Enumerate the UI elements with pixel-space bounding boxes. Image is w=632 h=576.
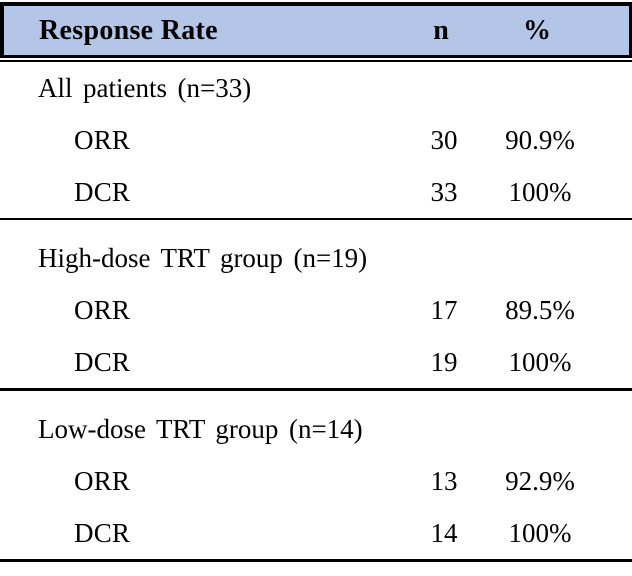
header-n: n — [433, 14, 449, 46]
table-row-dcr: DCR 14 100% — [0, 507, 632, 559]
group-label: All patients (n=33) — [38, 72, 252, 103]
percent-value: 92.9% — [505, 465, 575, 496]
measure-label: DCR — [74, 517, 131, 548]
measure-label: DCR — [74, 346, 131, 377]
n-value: 30 — [430, 124, 458, 155]
table-row-orr: ORR 13 92.9% — [0, 455, 632, 507]
group-label-row: Low-dose TRT group (n=14) — [0, 403, 632, 455]
header-percent: % — [523, 14, 551, 46]
measure-label: ORR — [74, 294, 131, 325]
percent-value: 90.9% — [505, 124, 575, 155]
header-double-rule — [0, 60, 632, 62]
percent-value: 89.5% — [505, 294, 575, 325]
table-row-orr: ORR 30 90.9% — [0, 114, 632, 166]
percent-value: 100% — [508, 517, 572, 548]
group-label-row: High-dose TRT group (n=19) — [0, 232, 632, 284]
percent-value: 100% — [508, 346, 572, 377]
measure-label: ORR — [74, 124, 131, 155]
n-value: 14 — [430, 517, 458, 548]
percent-value: 100% — [508, 176, 572, 207]
n-value: 33 — [430, 176, 458, 207]
group-label: High-dose TRT group (n=19) — [38, 242, 368, 273]
table-header-row: Response Rate n % — [0, 2, 632, 58]
n-value: 19 — [430, 346, 458, 377]
section-high-dose-trt: High-dose TRT group (n=19) ORR 17 89.5% … — [0, 220, 632, 391]
table-row-orr: ORR 17 89.5% — [0, 284, 632, 336]
section-low-dose-trt: Low-dose TRT group (n=14) ORR 13 92.9% D… — [0, 391, 632, 562]
n-value: 17 — [430, 294, 458, 325]
measure-label: ORR — [74, 465, 131, 496]
measure-label: DCR — [74, 176, 131, 207]
table-row-dcr: DCR 33 100% — [0, 166, 632, 218]
table-row-dcr: DCR 19 100% — [0, 336, 632, 388]
header-response-rate: Response Rate — [39, 14, 218, 46]
group-label-row: All patients (n=33) — [0, 62, 632, 114]
section-all-patients: All patients (n=33) ORR 30 90.9% DCR 33 … — [0, 62, 632, 220]
group-label: Low-dose TRT group (n=14) — [38, 413, 363, 444]
n-value: 13 — [430, 465, 458, 496]
